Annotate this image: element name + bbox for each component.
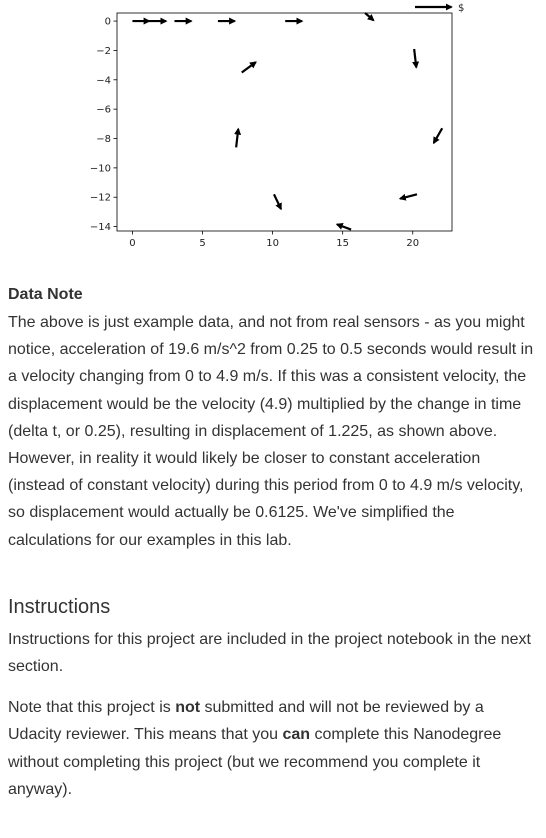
x-tick-label: 15 xyxy=(336,238,349,249)
quiver-key-label: $ xyxy=(458,3,464,14)
y-tick-label: −8 xyxy=(96,134,111,145)
data-note-title: Data Note xyxy=(8,286,83,303)
data-note-text: The above is just example data, and not … xyxy=(8,314,534,549)
quiver-plot: 0 −2 −4 −6 −8 −10 −12 −14 0 5 10 15 20 $ xyxy=(90,3,464,249)
quiver-arrow-8 xyxy=(432,127,444,145)
review-note-paragraph: Note that this project is not submitted … xyxy=(8,694,536,803)
x-tick-label: 5 xyxy=(199,238,205,249)
quiver-arrow-6 xyxy=(412,48,420,69)
quiver-arrow-7 xyxy=(241,61,257,74)
y-tick-label: 0 xyxy=(105,17,111,28)
quiver-arrow-10 xyxy=(398,193,418,201)
y-tick-label: −10 xyxy=(90,163,111,174)
y-tick-label: −12 xyxy=(90,193,111,204)
instructions-heading: Instructions xyxy=(8,595,111,618)
quiver-arrow-5 xyxy=(364,12,375,22)
review-note-text-2: submitted and will not be reviewed by a … xyxy=(8,699,484,744)
y-tick-label: −14 xyxy=(90,222,111,233)
instructions-paragraph: Instructions for this project are includ… xyxy=(8,630,531,676)
content: Data Note The above is just example data… xyxy=(8,283,536,803)
y-tick-label: −2 xyxy=(96,46,111,57)
quiver-arrow-11 xyxy=(272,193,282,211)
x-tick-label: 20 xyxy=(406,238,419,249)
plot-frame xyxy=(116,12,453,232)
y-tick-label: −4 xyxy=(96,75,111,86)
x-tick-label: 10 xyxy=(266,238,279,249)
review-note-bold-not: not xyxy=(175,699,201,717)
quiver-arrow-9 xyxy=(234,127,242,148)
quiver-arrow-12 xyxy=(335,223,352,231)
y-tick-label: −6 xyxy=(96,105,111,116)
review-note-text-3: complete this Nanodegree without complet… xyxy=(8,726,502,798)
review-note-text-1: Note that this project is xyxy=(8,699,176,717)
x-tick-label: 0 xyxy=(129,238,135,249)
review-note-bold-can: can xyxy=(282,726,311,744)
